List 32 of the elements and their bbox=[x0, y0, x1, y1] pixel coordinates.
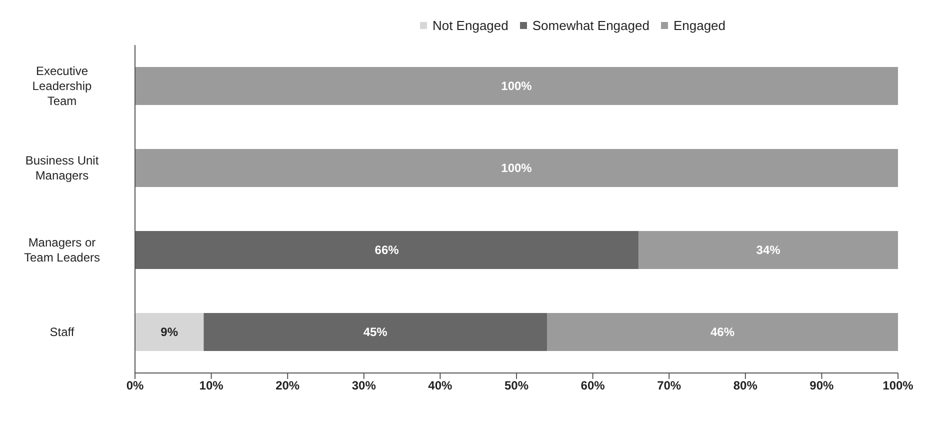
x-tick-label: 10% bbox=[199, 378, 224, 393]
data-label: 66% bbox=[374, 243, 400, 257]
bar bbox=[638, 231, 898, 269]
x-tick-label: 60% bbox=[580, 378, 606, 393]
legend-label: Engaged bbox=[673, 18, 726, 33]
x-tick-label: 100% bbox=[882, 378, 914, 393]
x-tick-label: 20% bbox=[276, 378, 300, 393]
bar bbox=[135, 149, 898, 187]
bar bbox=[547, 313, 898, 351]
x-tick-label: 40% bbox=[428, 378, 453, 393]
data-label: 34% bbox=[756, 243, 781, 257]
data-label: 45% bbox=[363, 325, 388, 339]
y-tick-label: Staff bbox=[50, 325, 75, 339]
x-tick-label: 30% bbox=[352, 378, 376, 393]
x-tick-label: 50% bbox=[504, 378, 529, 393]
x-tick-label: 70% bbox=[657, 378, 682, 393]
x-tick-label: 80% bbox=[733, 378, 758, 393]
legend-label: Not Engaged bbox=[432, 18, 508, 33]
bar bbox=[135, 67, 898, 105]
bar bbox=[135, 231, 639, 269]
data-label: 100% bbox=[501, 79, 532, 93]
y-tick-label: Executive Leadership Team bbox=[32, 64, 92, 108]
y-tick-label: Business Unit Managers bbox=[25, 154, 100, 182]
x-tick-label: 0% bbox=[126, 378, 144, 393]
data-label: 9% bbox=[160, 325, 178, 339]
y-tick-label: Managers or Team Leaders bbox=[24, 236, 100, 264]
data-label: 46% bbox=[710, 325, 735, 339]
legend-label: Somewhat Engaged bbox=[532, 18, 650, 33]
data-label: 100% bbox=[501, 161, 532, 175]
bar bbox=[135, 313, 204, 351]
bar bbox=[204, 313, 548, 351]
x-tick-label: 90% bbox=[810, 378, 834, 393]
